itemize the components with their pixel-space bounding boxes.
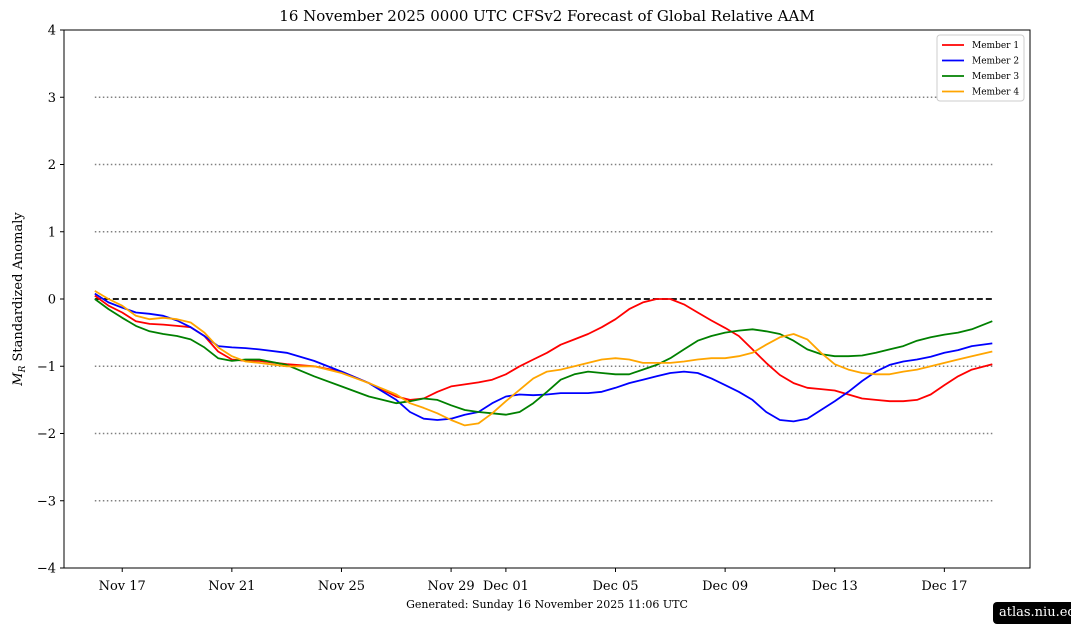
atlas-badge[interactable]: atlas.niu.edu — [993, 602, 1071, 624]
y-axis-label-symbol: M — [11, 372, 26, 387]
x-tick-label: Dec 13 — [812, 579, 858, 594]
x-tick-label: Dec 17 — [921, 579, 967, 594]
y-axis-label: MR Standardized Anomaly — [11, 212, 28, 387]
y-axis-label-subscript: R — [18, 365, 28, 373]
series-line-member-3 — [94, 298, 993, 416]
legend-item-member-1: Member 1 — [942, 41, 1019, 51]
chart-title: 16 November 2025 0000 UTC CFSv2 Forecast… — [279, 7, 814, 25]
x-tick-label: Dec 01 — [483, 579, 529, 594]
y-tick-label: −2 — [37, 427, 56, 442]
x-tick-label: Nov 29 — [427, 579, 474, 594]
legend-item-member-2: Member 2 — [942, 57, 1019, 67]
legend-box — [936, 34, 1025, 102]
y-axis-label-text: Standardized Anomaly — [11, 212, 26, 366]
x-tick-label: Nov 17 — [99, 579, 146, 594]
y-tick-label: 2 — [48, 158, 56, 173]
x-tick-label: Nov 25 — [318, 579, 365, 594]
y-tick-label: 0 — [48, 293, 56, 308]
legend: Member 1 Member 2 Member 3 Member 4 — [936, 34, 1025, 102]
legend-item-member-3: Member 3 — [942, 72, 1019, 82]
legend-label: Member 2 — [972, 57, 1019, 67]
y-tick-label: −3 — [37, 494, 56, 509]
x-tick-label: Dec 09 — [702, 579, 748, 594]
y-tick-label: 3 — [48, 91, 56, 106]
reference-lines — [94, 96, 993, 502]
legend-item-member-4: Member 4 — [942, 88, 1019, 98]
y-tick-label: 1 — [48, 225, 56, 240]
series-line-member-1 — [94, 294, 993, 403]
y-tick-label: −4 — [37, 562, 56, 577]
generated-timestamp: Generated: Sunday 16 November 2025 11:06… — [406, 598, 688, 611]
axes: −4 −3 −2 −1 0 1 2 3 4 Nov 17 Nov 21 Nov 25 Nov 29 Dec… — [37, 24, 968, 595]
legend-label: Member 3 — [972, 72, 1019, 82]
legend-label: Member 1 — [972, 41, 1019, 51]
series-line-member-4 — [94, 290, 993, 427]
legend-label: Member 4 — [972, 88, 1019, 98]
x-tick-label: Nov 21 — [208, 579, 255, 594]
y-tick-label: −1 — [37, 360, 56, 375]
y-tick-label: 4 — [48, 24, 56, 39]
series-line-member-2 — [94, 292, 993, 423]
x-tick-label: Dec 05 — [592, 579, 638, 594]
series-lines — [94, 290, 993, 427]
